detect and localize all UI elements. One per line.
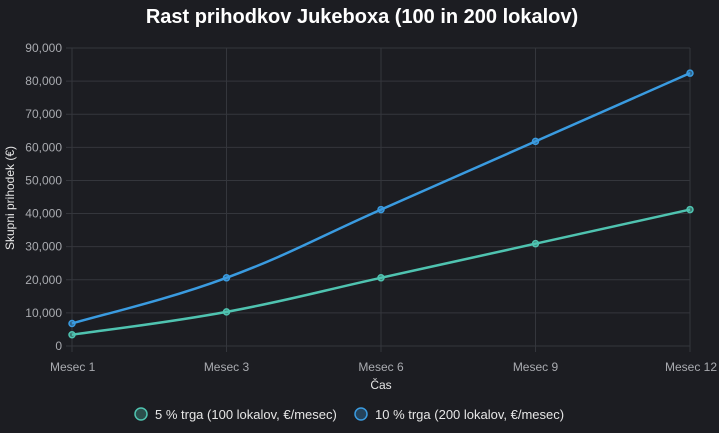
x-axis-ticks: Mesec 1 Mesec 3 Mesec 6 Mesec 9 Mesec 12: [50, 360, 717, 374]
grid: [66, 47, 691, 352]
x-tick-label: Mesec 1: [50, 360, 96, 374]
y-axis-ticks: 0 10,000 20,000 30,000 40,000 50,000 60,000 70,…: [25, 41, 62, 353]
data-point[interactable]: [686, 205, 694, 214]
y-tick-label: 10,000: [25, 306, 62, 320]
data-point[interactable]: [222, 308, 231, 316]
x-tick-label: Mesec 3: [204, 360, 250, 374]
y-tick-label: 50,000: [25, 173, 62, 187]
series-2: [68, 69, 694, 328]
legend-item[interactable]: 10 % trga (200 lokalov, €/mesec): [354, 407, 564, 422]
x-axis-title: Čas: [370, 377, 391, 392]
data-point[interactable]: [68, 319, 76, 328]
legend-label: 10 % trga (200 lokalov, €/mesec): [375, 407, 564, 422]
data-point[interactable]: [222, 274, 231, 282]
y-tick-label: 30,000: [25, 240, 62, 254]
series-1: [68, 205, 694, 339]
data-point[interactable]: [68, 330, 76, 339]
y-axis-title: Skupni prihodek (€): [3, 146, 17, 250]
x-tick-label: Mesec 6: [358, 360, 404, 374]
y-tick-label: 80,000: [25, 74, 62, 88]
y-tick-label: 70,000: [25, 107, 62, 121]
legend: 5 % trga (100 lokalov, €/mesec) 10 % trga…: [134, 407, 564, 422]
y-tick-label: 40,000: [25, 207, 62, 221]
series-lines: [68, 69, 694, 339]
y-tick-label: 90,000: [25, 41, 62, 55]
y-tick-label: 20,000: [25, 273, 62, 287]
chart-title: Rast prihodkov Jukeboxa (100 in 200 loka…: [146, 6, 578, 28]
data-point[interactable]: [686, 69, 694, 77]
data-point[interactable]: [531, 137, 540, 146]
x-tick-label: Mesec 12: [665, 360, 717, 374]
x-tick-label: Mesec 9: [513, 360, 559, 374]
legend-label: 5 % trga (100 lokalov, €/mesec): [155, 407, 337, 422]
legend-marker: [134, 407, 148, 421]
data-point[interactable]: [377, 205, 385, 214]
y-tick-label: 0: [55, 339, 62, 353]
y-tick-label: 60,000: [25, 140, 62, 154]
data-point[interactable]: [377, 274, 385, 282]
legend-marker: [354, 407, 368, 421]
data-point[interactable]: [531, 239, 540, 248]
legend-item[interactable]: 5 % trga (100 lokalov, €/mesec): [134, 407, 337, 422]
